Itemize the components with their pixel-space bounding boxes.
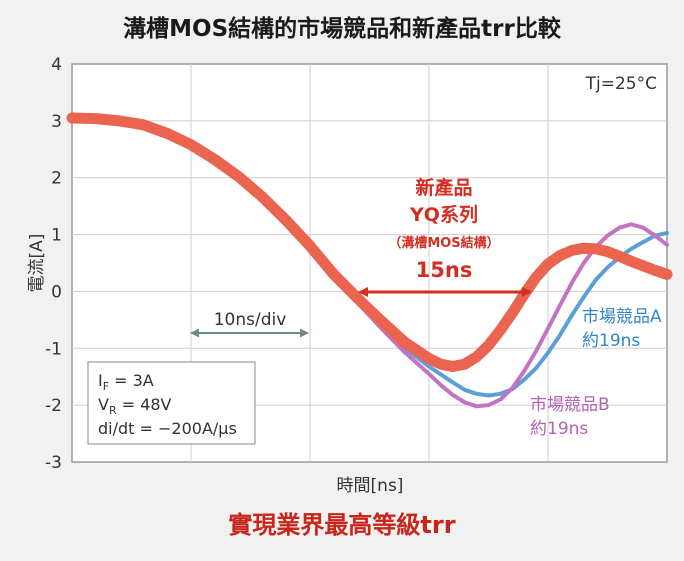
chart-title: 溝槽MOS結構的市場競品和新產品trr比較 (123, 15, 562, 42)
scale-label: 10ns/div (214, 310, 287, 330)
y-tick-labels: 4 3 2 1 0 -1 -2 -3 (45, 55, 62, 473)
x-axis-label: 時間[ns] (337, 476, 404, 496)
comp-a-name: 市場競品A (582, 307, 662, 327)
series-lines (66, 112, 673, 409)
new-product-trr: 15ns (416, 258, 473, 282)
y-tick-label: -2 (45, 396, 62, 416)
condition-vr: VR = 48V (98, 395, 172, 417)
new-product-label-line3: （溝槽MOS結構） (388, 235, 499, 251)
y-tick-label: 2 (51, 169, 62, 189)
footer-headline: 實現業界最高等級trr (228, 511, 455, 539)
y-tick-label: 4 (51, 55, 62, 75)
y-tick-label: 0 (51, 282, 62, 302)
new-product-label-line1: 新產品 (415, 176, 472, 199)
comp-b-trr: 約19ns (530, 419, 588, 439)
y-tick-label: 1 (51, 226, 62, 246)
y-axis-label: 電流[A] (27, 234, 47, 293)
condition-didt: di/dt = −200A/μs (98, 419, 237, 438)
temperature-label: Tj=25°C (585, 74, 657, 94)
comp-a-trr: 約19ns (582, 331, 640, 351)
series-line-3 (66, 112, 673, 372)
new-product-label-line2: YQ系列 (409, 204, 478, 226)
comp-b-name: 市場競品B (530, 395, 610, 415)
condition-if: IF = 3A (98, 371, 154, 393)
conditions-box (87, 361, 256, 445)
y-tick-label: -3 (45, 453, 62, 473)
y-tick-label: -1 (45, 339, 62, 359)
y-tick-label: 3 (51, 112, 62, 132)
